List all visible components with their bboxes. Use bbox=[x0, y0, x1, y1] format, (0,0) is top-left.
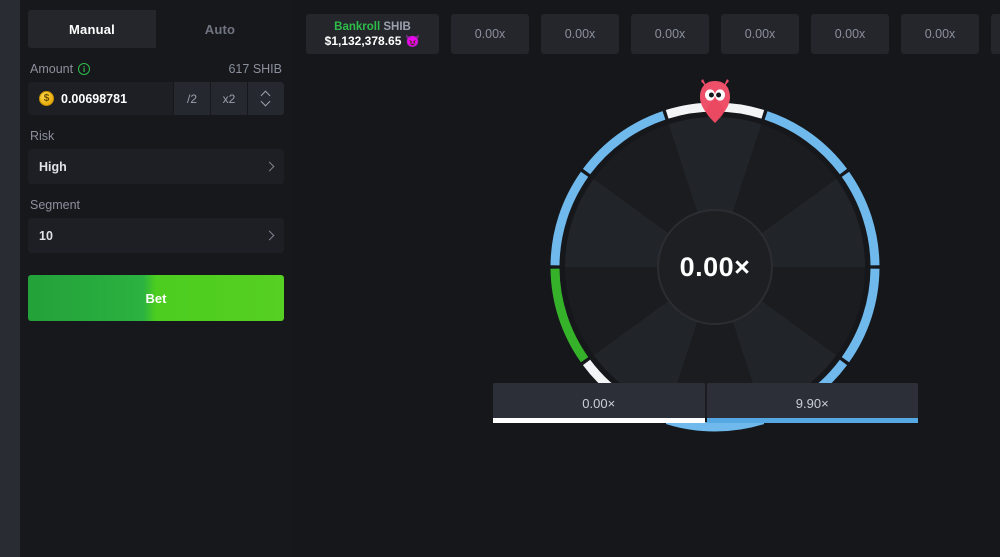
tab-auto[interactable]: Auto bbox=[204, 21, 236, 37]
chevron-right-icon bbox=[264, 230, 275, 241]
result-tile[interactable]: 9.90× bbox=[706, 383, 918, 423]
result-tiles: 0.00× 9.90× bbox=[493, 383, 918, 423]
devil-owl-pointer-icon bbox=[700, 79, 730, 123]
amount-halve-button[interactable]: /2 bbox=[173, 82, 210, 115]
bet-button[interactable]: Bet bbox=[28, 275, 284, 321]
multiplier-chip[interactable]: 0.00x bbox=[541, 14, 619, 54]
devil-emoji-icon: 😈 bbox=[405, 33, 421, 48]
amount-stepper[interactable] bbox=[247, 82, 284, 115]
wheel-ring-segment bbox=[582, 111, 666, 175]
wheel-wedge bbox=[668, 117, 762, 267]
result-tile[interactable]: 0.00× bbox=[493, 383, 705, 423]
multiplier-chip[interactable]: 0.00x bbox=[451, 14, 529, 54]
risk-value: High bbox=[39, 159, 67, 174]
wheel-ring-segment bbox=[550, 171, 589, 266]
wheel-ring-segment bbox=[764, 111, 848, 175]
bankroll-badge[interactable]: Bankroll SHIB $1,132,378.65 😈 bbox=[306, 14, 439, 54]
multiplier-chip[interactable]: 0.00x bbox=[991, 14, 1000, 54]
amount-input-row: $ 0.00698781 /2 x2 bbox=[28, 82, 284, 115]
amount-value: 0.00698781 bbox=[61, 91, 128, 106]
result-value: 9.90× bbox=[795, 395, 829, 411]
amount-input[interactable]: $ 0.00698781 bbox=[28, 82, 173, 115]
info-icon[interactable]: i bbox=[78, 63, 91, 75]
amount-label-text: Amount bbox=[30, 62, 74, 76]
segment-value: 10 bbox=[39, 228, 53, 243]
wheel-svg bbox=[550, 102, 880, 432]
amount-balance: 617 SHIB bbox=[228, 62, 282, 76]
amount-label: Amount i bbox=[30, 62, 91, 76]
result-bar bbox=[706, 418, 918, 423]
multiplier-chip[interactable]: 0.00x bbox=[901, 14, 979, 54]
tab-manual[interactable]: Manual bbox=[28, 10, 156, 48]
result-value: 0.00× bbox=[582, 395, 616, 411]
bankroll-title-row: Bankroll SHIB bbox=[334, 21, 411, 33]
bankroll-title: Bankroll bbox=[334, 20, 381, 33]
risk-label: Risk bbox=[30, 129, 55, 143]
bet-controls-sidebar: Manual Auto Amount i 617 SHIB $ 0.006987… bbox=[20, 0, 292, 557]
amount-double-button[interactable]: x2 bbox=[210, 82, 247, 115]
risk-select[interactable]: High bbox=[28, 149, 284, 184]
wheel-hub bbox=[657, 209, 773, 325]
wheel-ring-segment bbox=[841, 171, 880, 266]
segment-label: Segment bbox=[30, 198, 81, 212]
game-main-area: Bankroll SHIB $1,132,378.65 😈 0.00x 0.00… bbox=[292, 0, 1000, 557]
chevron-right-icon bbox=[264, 161, 275, 172]
top-multiplier-bar: Bankroll SHIB $1,132,378.65 😈 0.00x 0.00… bbox=[292, 0, 1000, 54]
bankroll-amount: $1,132,378.65 bbox=[324, 33, 402, 48]
chevron-down-icon[interactable] bbox=[262, 100, 271, 105]
wheel-wedge bbox=[668, 267, 762, 417]
wheel-ring-segment bbox=[550, 268, 589, 363]
multiplier-chip[interactable]: 0.00x bbox=[631, 14, 709, 54]
left-rail bbox=[0, 0, 20, 557]
fortune-wheel[interactable]: 0.00× bbox=[545, 79, 885, 437]
multiplier-chip[interactable]: 0.00x bbox=[721, 14, 799, 54]
amount-label-row: Amount i 617 SHIB bbox=[30, 62, 282, 76]
wheel-ring-segment bbox=[841, 268, 880, 363]
result-bar bbox=[493, 418, 705, 423]
bankroll-amount-row: $1,132,378.65 😈 bbox=[325, 34, 421, 48]
bankroll-currency: SHIB bbox=[383, 20, 411, 33]
multiplier-chip[interactable]: 0.00x bbox=[811, 14, 889, 54]
mode-tabs: Manual Auto bbox=[28, 10, 284, 48]
dollar-coin-icon: $ bbox=[39, 91, 54, 106]
segment-select[interactable]: 10 bbox=[28, 218, 284, 253]
